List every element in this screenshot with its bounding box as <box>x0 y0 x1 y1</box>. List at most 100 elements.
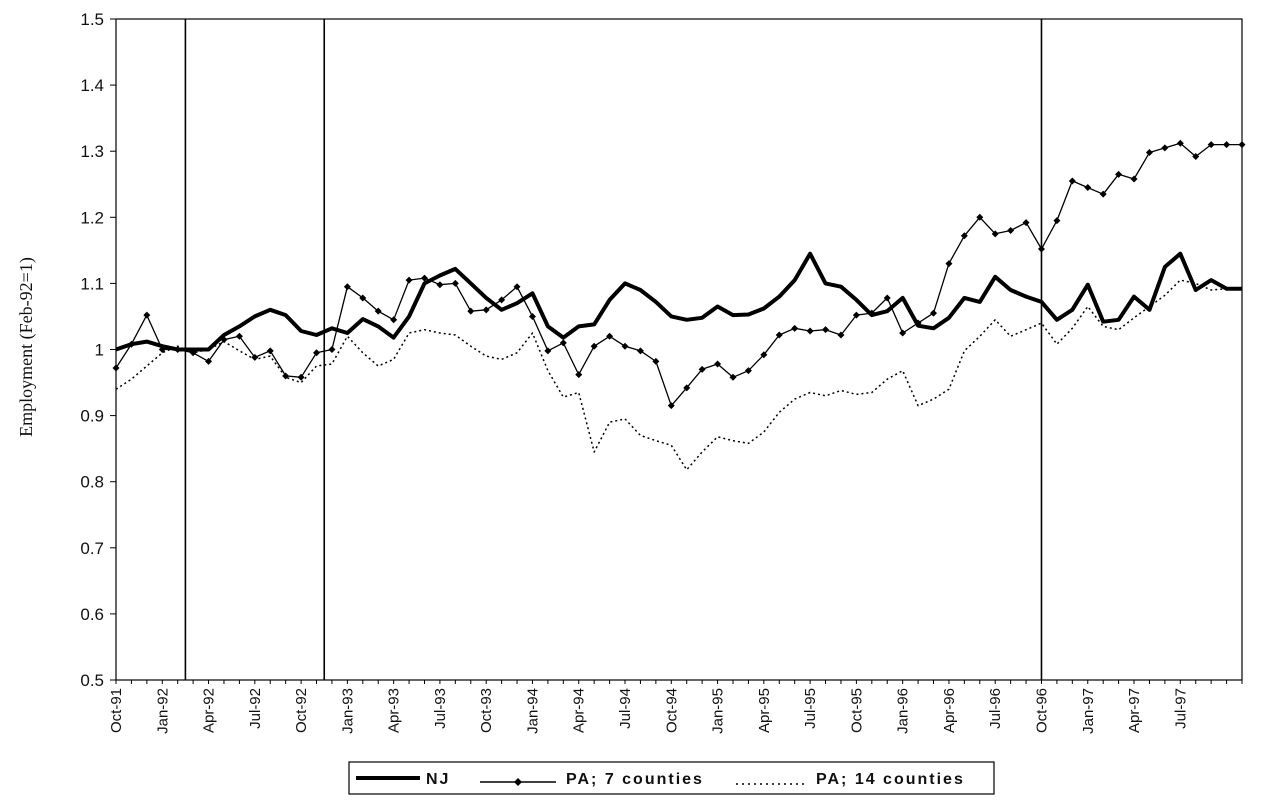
data-point-pa-7-counties <box>1084 184 1092 192</box>
data-point-pa-7-counties <box>1223 141 1231 149</box>
data-point-pa-7-counties <box>482 306 490 314</box>
data-point-pa-7-counties <box>714 360 722 368</box>
legend-label-pa14: PA; 14 counties <box>816 771 965 788</box>
x-tick-label: Apr-97 <box>1126 688 1143 733</box>
data-point-pa-7-counties <box>313 349 321 357</box>
data-point-pa-7-counties <box>189 349 197 357</box>
legend-box <box>348 761 995 795</box>
x-tick-label: Apr-93 <box>386 688 403 733</box>
x-tick-label: Jan-96 <box>895 688 912 734</box>
data-point-pa-7-counties <box>899 329 907 337</box>
data-point-pa-7-counties <box>837 331 845 339</box>
plot-frame <box>115 18 1243 681</box>
x-tick-label: Apr-96 <box>941 688 958 733</box>
data-point-pa-7-counties <box>1037 245 1045 253</box>
data-point-pa-7-counties <box>945 260 953 268</box>
data-point-pa-7-counties <box>1207 141 1215 149</box>
data-point-pa-7-counties <box>174 346 182 353</box>
x-tick-label: Apr-92 <box>201 688 218 733</box>
data-point-pa-7-counties <box>436 281 444 289</box>
data-point-pa-7-counties <box>1053 217 1061 225</box>
y-tick-label: 1.3 <box>80 142 104 161</box>
y-tick-label: 0.9 <box>80 407 104 426</box>
data-point-pa-7-counties <box>1176 139 1184 147</box>
x-axis-ticks: Oct-91 Jan-92 Apr-92 Jul-92 Oct-92 Jan-93 Apr-… <box>108 680 1243 734</box>
x-tick-label: Jul-96 <box>987 688 1004 729</box>
data-point-pa-7-counties <box>205 357 213 365</box>
y-tick-label: 0.8 <box>80 473 104 492</box>
legend-label-pa7: PA; 7 counties <box>566 771 704 788</box>
data-point-pa-7-counties <box>498 296 506 304</box>
x-tick-label: Jan-93 <box>339 688 356 734</box>
data-point-pa-7-counties <box>744 367 752 375</box>
data-point-pa-7-counties <box>652 357 660 365</box>
data-point-pa-7-counties <box>1068 177 1076 185</box>
data-point-pa-7-counties <box>1007 227 1015 235</box>
legend: NJ PA; 7 counties PA; 14 counties <box>348 761 995 795</box>
data-point-pa-7-counties <box>930 309 938 317</box>
data-point-pa-7-counties <box>451 279 459 287</box>
data-point-pa-7-counties <box>883 294 891 302</box>
data-point-pa-7-counties <box>590 342 598 350</box>
data-point-pa-7-counties <box>559 339 567 347</box>
x-tick-label: Oct-93 <box>478 688 495 733</box>
data-point-pa-7-counties <box>390 316 398 324</box>
y-tick-label: 1.2 <box>80 208 104 227</box>
data-point-pa-7-counties <box>976 213 984 221</box>
y-tick-label: 1.5 <box>80 10 104 29</box>
data-point-pa-7-counties <box>606 332 614 340</box>
data-point-pa-7-counties <box>220 336 228 344</box>
y-tick-label: 0.7 <box>80 539 104 558</box>
x-tick-label: Jul-94 <box>617 688 634 729</box>
y-axis-label: Employment (Feb-92=1) <box>16 257 37 437</box>
data-point-pa-7-counties <box>266 347 274 355</box>
data-point-pa-7-counties <box>235 332 243 340</box>
data-point-pa-7-counties <box>1099 190 1107 198</box>
data-point-pa-7-counties <box>467 307 475 315</box>
data-point-pa-7-counties <box>1130 175 1138 183</box>
data-point-pa-7-counties <box>667 402 675 410</box>
data-point-pa-7-counties <box>1022 219 1030 227</box>
data-point-pa-7-counties <box>960 232 968 240</box>
data-point-pa-7-counties <box>1238 141 1246 149</box>
data-point-pa-7-counties <box>621 342 629 350</box>
data-point-pa-7-counties <box>822 326 830 334</box>
data-point-pa-7-counties <box>405 276 413 284</box>
legend-label-nj: NJ <box>426 771 450 788</box>
y-tick-label: 1 <box>95 341 104 360</box>
x-tick-label: Jul-92 <box>247 688 264 729</box>
data-point-pa-7-counties <box>528 312 536 320</box>
data-point-pa-7-counties <box>1161 144 1169 152</box>
data-point-pa-7-counties <box>343 283 351 291</box>
y-tick-label: 0.5 <box>80 671 104 690</box>
plot-area-border <box>115 18 1243 681</box>
data-point-pa-7-counties <box>127 340 135 348</box>
data-point-pa-7-counties <box>143 311 151 319</box>
y-tick-label: 1.1 <box>80 274 104 293</box>
data-point-pa-7-counties <box>328 346 336 353</box>
y-tick-label: 1.4 <box>80 76 104 95</box>
data-point-pa-7-counties <box>868 309 876 317</box>
data-point-pa-7-counties <box>729 373 737 381</box>
data-point-pa-7-counties <box>775 331 783 339</box>
data-point-pa-7-counties <box>251 353 259 361</box>
y-axis-ticks: 0.5 0.6 0.7 0.8 0.9 1 1.1 1.2 1.3 1.4 1.5 <box>80 10 116 690</box>
x-tick-label: Apr-94 <box>571 688 588 733</box>
x-tick-label: Oct-91 <box>108 688 125 733</box>
x-tick-label: Jul-95 <box>802 688 819 729</box>
data-point-pa-7-counties <box>1192 152 1200 160</box>
data-point-pa-7-counties <box>698 365 706 373</box>
series-lines <box>112 139 1246 471</box>
x-tick-label: Jul-97 <box>1172 688 1189 729</box>
data-point-pa-7-counties <box>374 307 382 315</box>
data-point-pa-7-counties <box>806 327 814 335</box>
x-tick-label: Jan-95 <box>710 688 727 734</box>
vertical-marker-lines <box>184 19 1043 680</box>
data-point-pa-7-counties <box>359 294 367 302</box>
data-point-pa-7-counties <box>760 351 768 359</box>
data-point-pa-7-counties <box>914 319 922 327</box>
x-tick-label: Oct-96 <box>1033 688 1050 733</box>
y-tick-label: 0.6 <box>80 605 104 624</box>
data-point-pa-7-counties <box>636 347 644 355</box>
data-point-pa-7-counties <box>544 347 552 355</box>
